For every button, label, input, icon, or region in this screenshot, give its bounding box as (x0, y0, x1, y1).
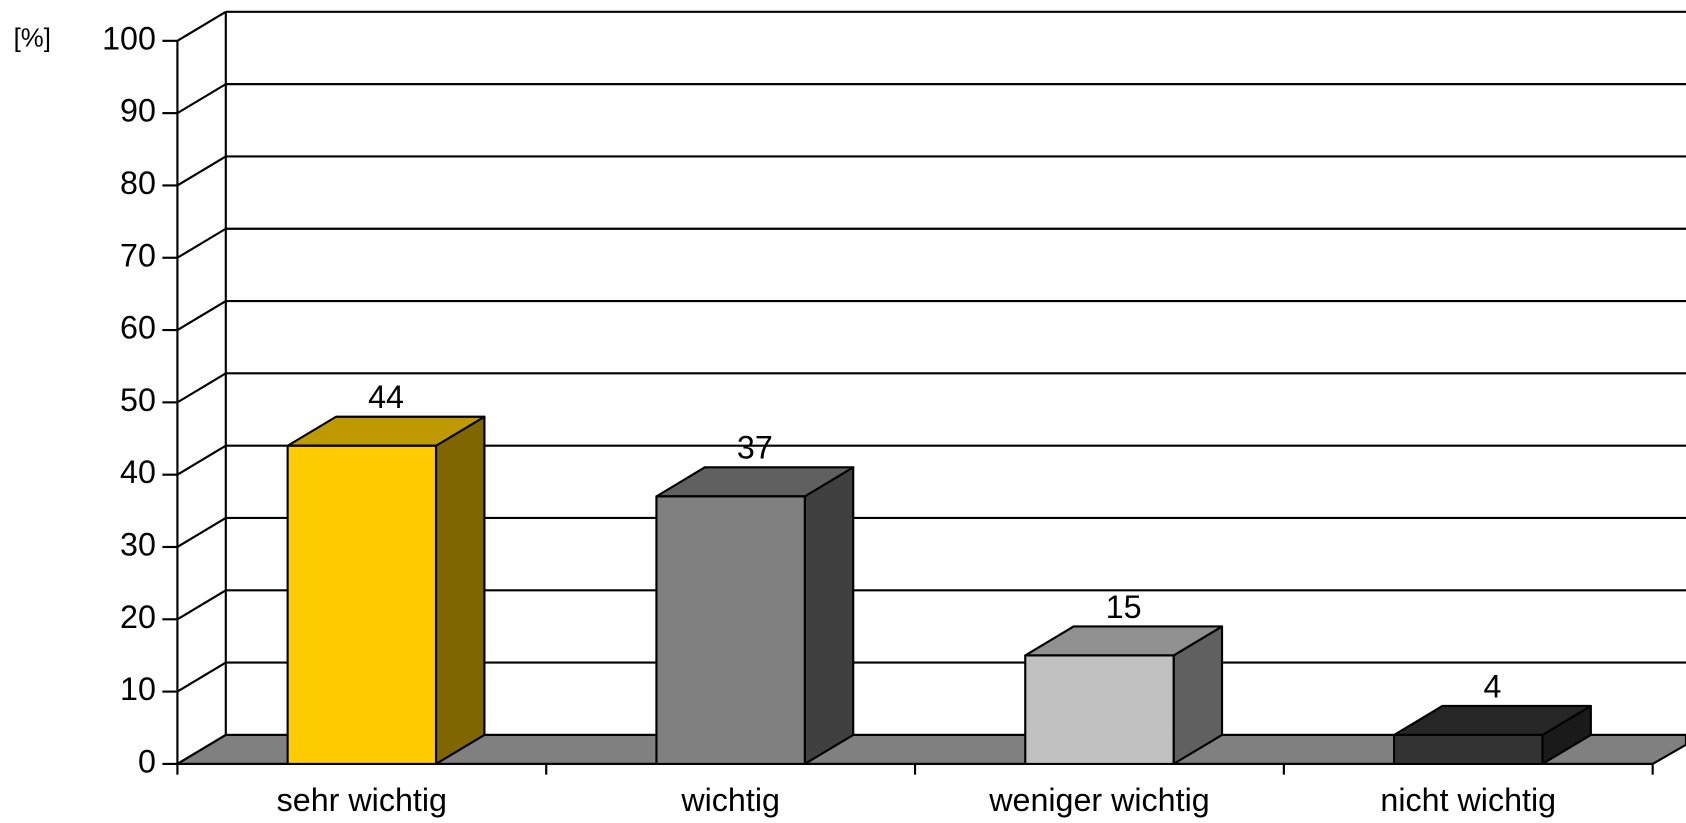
x-tick-label: sehr wichtig (277, 782, 447, 818)
y-tick-label: 70 (120, 237, 156, 273)
grid-diagonal (176, 372, 227, 404)
grid-diagonal (176, 300, 227, 331)
y-tick-label: 0 (138, 743, 156, 779)
y-tick-label: 20 (120, 599, 156, 635)
value-label: 44 (368, 379, 404, 415)
grid-diagonal (176, 444, 227, 476)
value-label: 4 (1483, 668, 1501, 704)
y-tick-label: 10 (120, 671, 156, 707)
y-tick-label: 40 (120, 454, 156, 490)
y-tick-label: 30 (120, 527, 156, 563)
x-tick-label: weniger wichtig (988, 782, 1209, 818)
grid-diagonal (176, 589, 227, 621)
bar (1024, 654, 1175, 765)
value-label: 37 (737, 430, 773, 466)
x-tick-label: nicht wichtig (1380, 782, 1556, 818)
bar (655, 495, 806, 765)
y-tick-label: 90 (120, 93, 156, 129)
grid-diagonal (176, 661, 227, 693)
x-tick-label: wichtig (680, 782, 780, 818)
y-tick-label: 50 (120, 382, 156, 418)
bar (1392, 733, 1544, 765)
bar-side (803, 466, 855, 765)
grid-diagonal (176, 83, 227, 115)
grid-diagonal (176, 517, 227, 548)
bar-side (434, 415, 486, 765)
value-label: 15 (1106, 589, 1142, 625)
y-axis-label: [%] (14, 25, 51, 53)
grid-diagonal (176, 10, 227, 42)
grid-diagonal (176, 155, 227, 187)
y-tick-label: 100 (102, 20, 156, 56)
bar (286, 444, 438, 765)
y-tick-label: 80 (120, 165, 156, 201)
grid-diagonal (176, 227, 227, 259)
y-tick-label: 60 (120, 310, 156, 346)
